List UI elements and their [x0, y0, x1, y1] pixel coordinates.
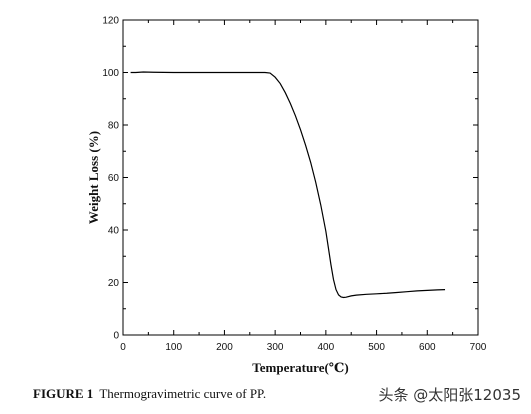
y-tick-label: 80 [108, 121, 120, 132]
tick-group [122, 19, 479, 336]
figure-label: FIGURE 1 [33, 386, 94, 401]
watermark-text: 头条 @太阳张12035 [378, 386, 522, 404]
figure-caption-text: Thermogravimetric curve of PP. [99, 386, 267, 401]
y-axis-title: Weight Loss (%) [86, 131, 101, 224]
tga-line-chart: 0 100 200 300 400 500 600 700 0 20 40 60 80 100 120 Te… [86, 16, 487, 376]
y-tick-label: 40 [108, 226, 120, 237]
x-axis-title: Temperature(℃) [252, 360, 348, 375]
y-tick-label: 20 [108, 278, 120, 289]
x-tick-label: 0 [120, 342, 126, 353]
x-tick-label: 600 [419, 342, 436, 353]
y-tick-label: 60 [108, 173, 120, 184]
x-tick-label: 300 [267, 342, 284, 353]
x-tick-label: 100 [165, 342, 182, 353]
x-tick-label: 400 [318, 342, 335, 353]
x-tick-label: 700 [470, 342, 487, 353]
plot-frame [122, 19, 479, 336]
figure-caption: FIGURE 1 Thermogravimetric curve of PP. [33, 386, 266, 402]
y-tick-label: 120 [102, 16, 119, 27]
weight-loss-curve [130, 71, 446, 299]
tick-label-group: 0 100 200 300 400 500 600 700 0 20 40 60 80 100 120 [102, 16, 486, 354]
x-tick-label: 500 [368, 342, 385, 353]
x-tick-label: 200 [216, 342, 233, 353]
y-tick-label: 0 [113, 331, 119, 342]
y-tick-label: 100 [102, 68, 119, 79]
